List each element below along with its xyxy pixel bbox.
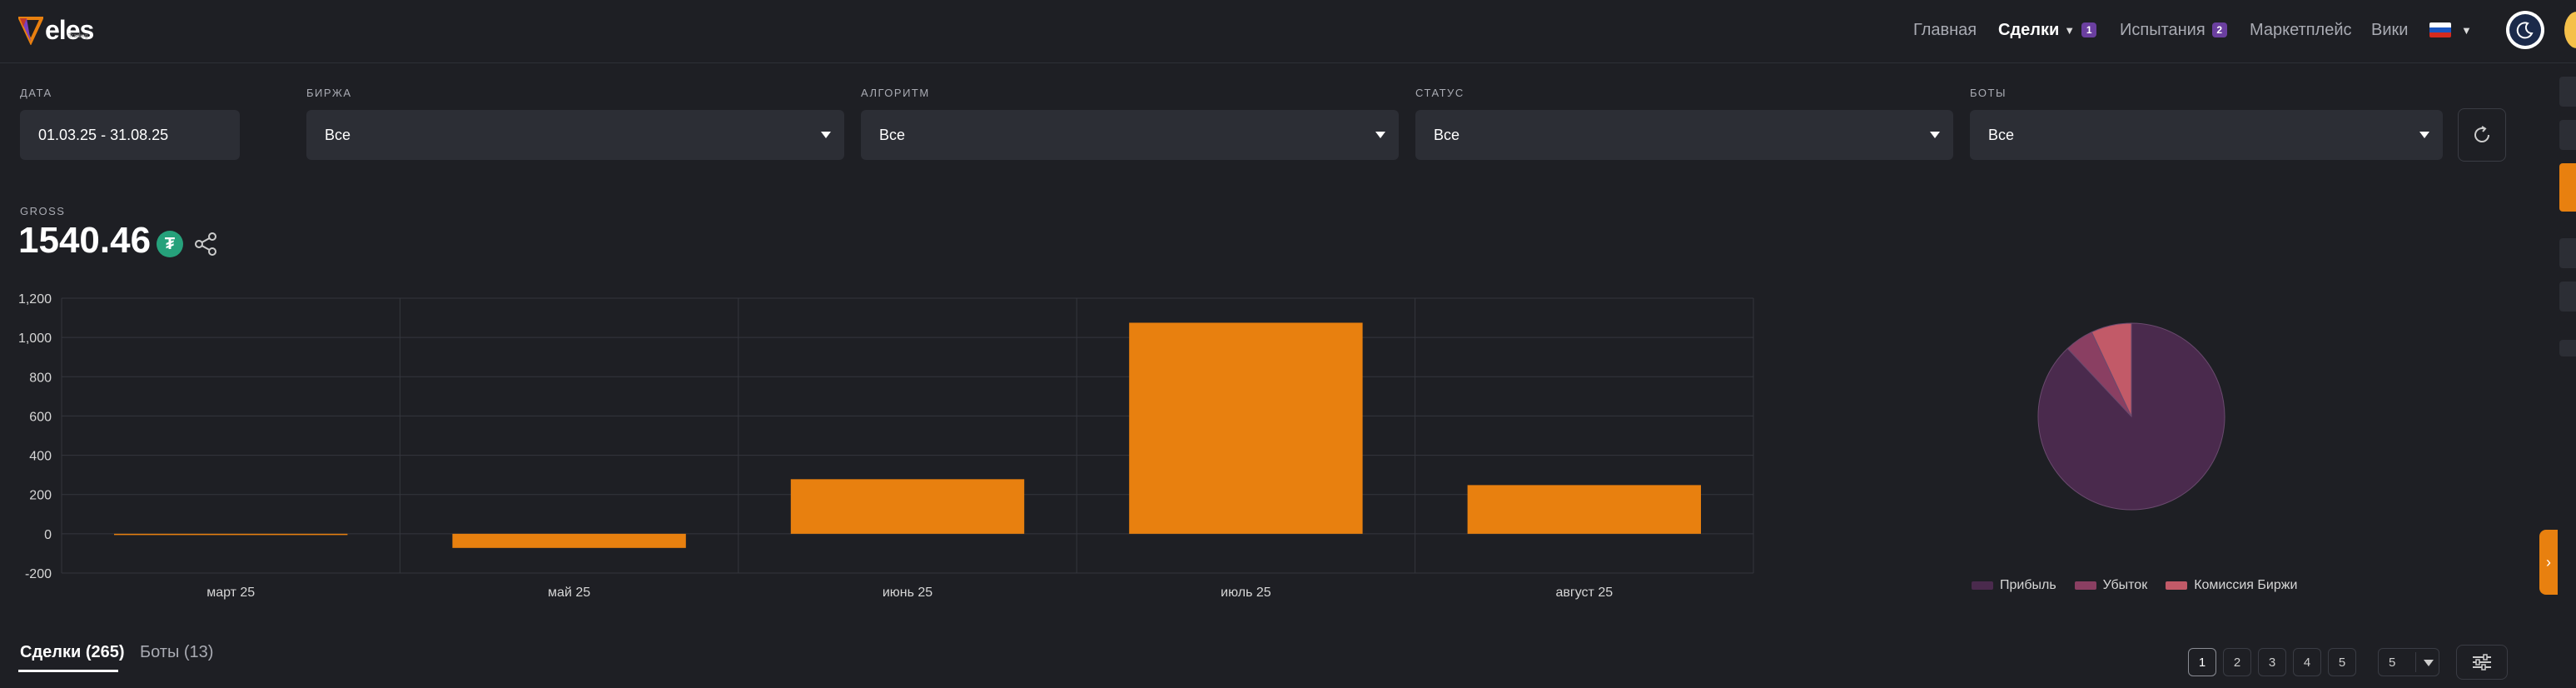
side-widget[interactable] — [2559, 340, 2576, 356]
side-widget[interactable] — [2559, 77, 2576, 107]
y-tick-label: 600 — [29, 410, 52, 424]
ru-flag-icon — [2429, 22, 2451, 37]
algorithm-select-value: Все — [879, 126, 906, 143]
chevron-down-icon — [2424, 660, 2434, 666]
side-widget[interactable] — [2559, 120, 2576, 150]
tether-icon: ₮ — [157, 231, 183, 257]
y-tick-label: -200 — [25, 567, 52, 581]
gross-label: GROSS — [20, 205, 66, 217]
y-tick-label: 1,200 — [18, 292, 52, 307]
nav-marketplace[interactable]: Маркетплейс — [2250, 20, 2352, 39]
nav-deals-label: Сделки — [1998, 20, 2060, 39]
x-tick-label: июль 25 — [1221, 586, 1271, 600]
theme-toggle-button[interactable] — [2506, 11, 2544, 49]
x-tick-label: июнь 25 — [883, 586, 932, 600]
status-select[interactable]: Все — [1415, 110, 1953, 160]
legend-label: Прибыль — [2000, 578, 2056, 592]
nav-deals[interactable]: Сделки ▼ 1 — [1998, 20, 2097, 40]
active-tab-underline — [18, 670, 118, 672]
refresh-icon — [2474, 126, 2489, 142]
nav-trials-label: Испытания — [2120, 20, 2206, 39]
nav-trials[interactable]: Испытания 2 — [2120, 21, 2227, 40]
y-tick-label: 800 — [29, 371, 52, 385]
nav-trials-badge: 2 — [2211, 22, 2227, 37]
side-panel-toggle[interactable]: › — [2539, 530, 2558, 595]
page-button-4[interactable]: 4 — [2293, 648, 2321, 676]
bots-select-value: Все — [1988, 126, 2015, 143]
pnl-breakdown-pie-chart — [2037, 322, 2225, 511]
bar — [790, 479, 1025, 534]
chevron-down-icon: ▼ — [2064, 23, 2076, 37]
bar — [452, 533, 686, 548]
bots-select[interactable]: Все — [1970, 110, 2443, 160]
pie-slice — [2091, 322, 2132, 417]
gross-value: 1540.46 — [18, 220, 152, 261]
chevron-down-icon — [1375, 132, 1385, 138]
page-button-2[interactable]: 2 — [2223, 648, 2251, 676]
table-settings-button[interactable] — [2456, 645, 2508, 680]
sliders-icon — [2473, 654, 2491, 671]
legend-item-exchange-fee[interactable]: Комиссия Биржи — [2166, 578, 2297, 593]
y-tick-label: 1,000 — [18, 332, 52, 346]
algorithm-filter-label: АЛГОРИТМ — [861, 87, 930, 99]
monthly-gross-bar-chart: 1,200 1,000 800 600 400 200 0 -200 март 25 май 25… — [18, 292, 1754, 600]
y-tick-label: 400 — [29, 450, 52, 464]
exchange-select[interactable]: Все — [306, 110, 844, 160]
page-button-3[interactable]: 3 — [2258, 648, 2286, 676]
side-widget[interactable] — [2559, 238, 2576, 268]
page-size-select[interactable]: 5 — [2378, 648, 2439, 676]
chevron-down-icon: ▼ — [2461, 23, 2472, 37]
nav-home[interactable]: Главная — [1913, 20, 1977, 39]
divider — [2415, 652, 2416, 672]
top-header: eles Trading Главная Сделки ▼ 1 Испытани… — [0, 0, 2576, 63]
chevron-right-icon: › — [2546, 553, 2551, 571]
tab-bots[interactable]: Боты (13) — [140, 643, 214, 661]
logo-text: eles — [45, 14, 94, 45]
legend-swatch — [2166, 581, 2188, 590]
bar — [1467, 485, 1702, 534]
x-tick-label: август 25 — [1555, 586, 1613, 600]
legend-item-profit[interactable]: Прибыль — [1972, 578, 2056, 593]
bar — [1129, 322, 1363, 534]
bots-filter-label: БОТЫ — [1970, 87, 2007, 99]
page-size-value: 5 — [2389, 655, 2396, 670]
logo-mark-icon — [18, 17, 43, 45]
nav-wiki[interactable]: Вики — [2371, 20, 2409, 39]
y-tick-label: 0 — [44, 528, 52, 542]
bar — [113, 533, 348, 536]
date-range-input[interactable]: 01.03.25 - 31.08.25 — [20, 110, 240, 160]
tab-deals[interactable]: Сделки (265) — [20, 643, 125, 661]
page-button-5[interactable]: 5 — [2328, 648, 2356, 676]
avatar[interactable] — [2564, 12, 2576, 48]
y-tick-label: 200 — [29, 489, 52, 503]
language-selector[interactable]: ▼ — [2429, 17, 2472, 43]
algorithm-select[interactable]: Все — [861, 110, 1399, 160]
status-filter-label: СТАТУС — [1415, 87, 1465, 99]
moon-icon — [2509, 14, 2541, 46]
legend-item-loss[interactable]: Убыток — [2074, 578, 2148, 593]
page-button-1[interactable]: 1 — [2188, 648, 2216, 676]
side-widget[interactable] — [2559, 282, 2576, 312]
exchange-select-value: Все — [325, 126, 351, 143]
status-select-value: Все — [1434, 126, 1460, 143]
chevron-down-icon — [2419, 132, 2429, 138]
side-widget-active[interactable] — [2559, 163, 2576, 212]
nav-deals-badge: 1 — [2081, 22, 2097, 37]
legend-swatch — [1972, 581, 1993, 590]
legend-swatch — [2074, 581, 2096, 590]
x-tick-label: май 25 — [548, 586, 590, 600]
refresh-button[interactable] — [2458, 108, 2506, 162]
logo-subtext: Trading — [68, 33, 88, 39]
chevron-down-icon — [821, 132, 831, 138]
share-icon[interactable] — [191, 230, 220, 258]
date-range-value: 01.03.25 - 31.08.25 — [38, 126, 169, 143]
legend-label: Комиссия Биржи — [2194, 578, 2298, 592]
x-tick-label: март 25 — [206, 586, 255, 600]
legend-label: Убыток — [2102, 578, 2148, 592]
pie-legend: Прибыль Убыток Комиссия Биржи — [1972, 578, 2315, 593]
chevron-down-icon — [1930, 132, 1940, 138]
date-filter-label: ДАТА — [20, 87, 52, 99]
exchange-filter-label: БИРЖА — [306, 87, 352, 99]
veles-logo[interactable]: eles — [18, 12, 94, 48]
